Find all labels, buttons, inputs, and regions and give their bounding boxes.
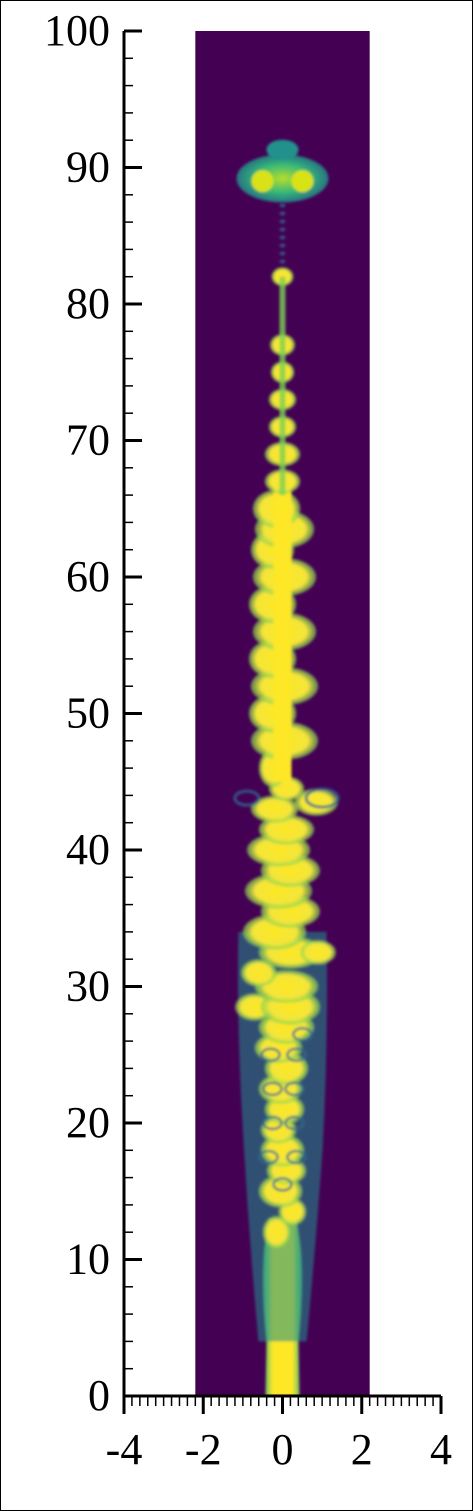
eddy-swirl [284, 1115, 305, 1131]
turbulent-eddy [250, 795, 299, 823]
cap-top [266, 139, 299, 160]
turbulent-eddy [240, 959, 277, 987]
turbulent-eddy [300, 940, 336, 965]
y-tick-label: 40 [66, 825, 110, 874]
eddy-swirl [258, 1149, 279, 1165]
y-tick-label: 0 [88, 1371, 110, 1420]
x-axis-ticks: -4 -2 0 2 4 [106, 1396, 452, 1474]
y-tick-label: 90 [66, 143, 110, 192]
eddy-swirl [304, 787, 340, 809]
y-tick-label: 50 [66, 689, 110, 738]
eddy-swirl [260, 1047, 281, 1062]
eddy-swirl [286, 1149, 307, 1165]
cap-vortex-right [291, 170, 314, 193]
y-tick-label: 10 [66, 1235, 110, 1284]
y-tick-label: 80 [66, 279, 110, 328]
x-tick-label: 4 [430, 1425, 452, 1474]
x-tick-label: 2 [351, 1425, 373, 1474]
y-tick-label: 60 [66, 552, 110, 601]
eddy-swirl [272, 1177, 293, 1192]
eddy-swirl [284, 1081, 305, 1097]
turbulent-eddy [262, 1215, 291, 1249]
y-tick-label: 70 [66, 416, 110, 465]
eddy-swirl [292, 1027, 313, 1042]
y-tick-label: 100 [44, 6, 110, 55]
eddy-swirl [262, 1081, 283, 1097]
y-axis-ticks: 0 10 20 30 40 50 60 70 80 90 100 [44, 6, 142, 1420]
x-tick-label: 0 [272, 1425, 294, 1474]
y-tick-label: 20 [66, 1098, 110, 1147]
x-tick-label: -2 [185, 1425, 222, 1474]
plume-field [233, 139, 340, 1396]
cap-vortex-left [251, 170, 274, 193]
eddy-swirl [233, 789, 261, 807]
leading-vortex-cap [236, 154, 329, 203]
y-tick-label: 30 [66, 962, 110, 1011]
eddy-swirl [262, 1115, 283, 1131]
x-tick-label: -4 [106, 1425, 143, 1474]
eddy-swirl [286, 1047, 307, 1062]
